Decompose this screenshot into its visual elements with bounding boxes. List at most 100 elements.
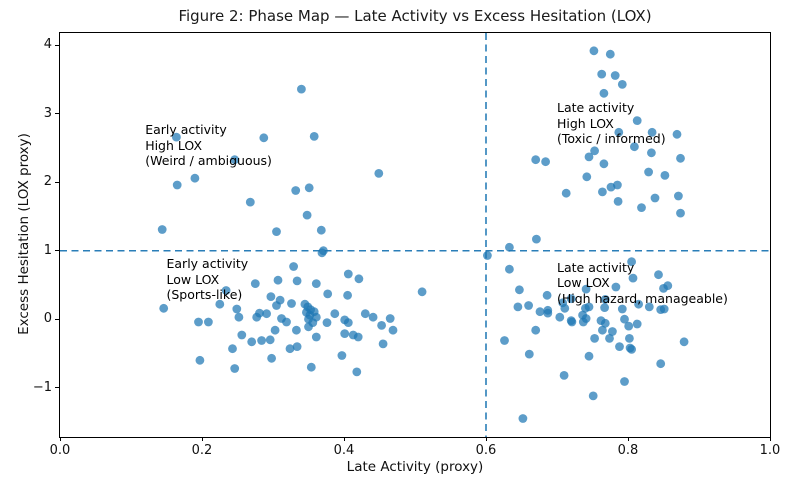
- scatter-point: [237, 330, 247, 340]
- y-tick-mark: [55, 250, 59, 252]
- scatter-point: [630, 142, 639, 152]
- scatter-point: [267, 353, 276, 363]
- scatter-point: [596, 316, 606, 325]
- plot-area: [59, 32, 771, 438]
- scatter-point: [195, 355, 205, 365]
- quadrant-annotation: Early activity High LOX (Weird / ambiguo…: [145, 122, 272, 169]
- scatter-point: [584, 152, 594, 162]
- scatter-point: [632, 116, 642, 125]
- scatter-point: [614, 127, 624, 137]
- quadrant-annotation: Early activity Low LOX (Sports-like): [166, 256, 249, 303]
- scatter-point: [172, 180, 182, 190]
- scatter-point: [272, 227, 281, 237]
- scatter-point: [582, 172, 592, 182]
- scatter-point: [597, 69, 607, 79]
- scatter-point: [354, 274, 364, 284]
- scatter-point: [531, 325, 541, 335]
- scatter-point: [654, 270, 663, 280]
- scatter-point: [228, 344, 237, 354]
- scatter-point: [627, 345, 636, 354]
- scatter-point: [584, 302, 594, 312]
- y-tick-mark: [55, 387, 59, 389]
- scatter-point: [343, 290, 352, 300]
- scatter-point: [620, 314, 629, 324]
- scatter-point: [247, 337, 257, 347]
- scatter-point: [605, 49, 615, 59]
- scatter-point: [250, 279, 260, 288]
- scatter-point: [679, 337, 689, 347]
- scatter-point: [535, 307, 545, 317]
- quadrant-annotation: Late activity High LOX (Toxic / informed…: [557, 100, 666, 147]
- scatter-point: [613, 180, 622, 190]
- scatter-point: [650, 193, 660, 203]
- scatter-point: [291, 186, 301, 195]
- scatter-point: [385, 314, 395, 323]
- scatter-point: [353, 332, 363, 342]
- scatter-point: [505, 264, 514, 274]
- scatter-point: [605, 334, 614, 343]
- x-tick-mark: [343, 437, 345, 441]
- scatter-point: [647, 148, 656, 158]
- x-tick-label: 1.0: [759, 443, 781, 458]
- scatter-point: [617, 80, 627, 89]
- scatter-point: [589, 46, 599, 56]
- scatter-point: [343, 318, 353, 327]
- scatter-point: [656, 359, 666, 369]
- scatter-point: [531, 155, 541, 165]
- scatter-point: [257, 336, 266, 345]
- scatter-point: [543, 308, 553, 318]
- scatter-point: [230, 155, 240, 165]
- y-axis-label: Excess Hesitation (LOX proxy): [16, 133, 32, 335]
- scatter-point: [266, 292, 276, 301]
- scatter-point: [368, 312, 378, 322]
- scatter-point: [360, 309, 370, 319]
- scatter-point: [306, 362, 316, 372]
- scatter-point: [292, 325, 301, 335]
- scatter-point: [524, 301, 533, 310]
- scatter-point: [340, 329, 350, 338]
- scatter-point: [316, 225, 326, 235]
- scatter-point: [617, 304, 627, 314]
- scatter-point: [265, 335, 275, 345]
- scatter-point: [676, 153, 685, 163]
- scatter-point: [513, 302, 523, 312]
- scatter-point: [323, 289, 333, 299]
- scatter-point: [317, 248, 327, 258]
- scatter-point: [289, 262, 298, 271]
- scatter-point: [483, 251, 492, 260]
- scatter-point: [500, 336, 509, 345]
- scatter-point: [566, 316, 576, 325]
- scatter-point: [221, 286, 231, 295]
- scatter-point: [611, 282, 621, 292]
- scatter-point: [656, 305, 666, 314]
- scatter-point: [647, 127, 657, 137]
- x-tick-mark: [59, 437, 61, 441]
- scatter-points-layer: [157, 46, 689, 423]
- scatter-point: [172, 132, 181, 142]
- scatter-point: [374, 169, 384, 178]
- scatter-point: [190, 173, 200, 183]
- scatter-point: [292, 342, 302, 351]
- scatter-point: [245, 197, 255, 207]
- scatter-point: [302, 210, 312, 220]
- scatter-point: [388, 325, 398, 335]
- y-tick-mark: [55, 181, 59, 183]
- y-tick-mark: [55, 44, 59, 46]
- y-tick-label: 4: [43, 37, 52, 53]
- scatter-point: [159, 303, 169, 313]
- scatter-point: [524, 349, 534, 359]
- scatter-point: [659, 284, 668, 293]
- scatter-point: [157, 225, 167, 234]
- scatter-point: [620, 377, 629, 386]
- scatter-point: [215, 299, 225, 309]
- scatter-point: [599, 88, 609, 98]
- scatter-point: [627, 257, 636, 267]
- scatter-point: [505, 242, 514, 252]
- scatter-point: [262, 309, 271, 319]
- chart-title: Figure 2: Phase Map — Late Activity vs E…: [178, 7, 652, 25]
- x-tick-label: 0.4: [333, 443, 355, 458]
- y-tick-label: 2: [43, 174, 52, 190]
- scatter-point: [194, 317, 203, 327]
- scatter-point: [676, 208, 685, 218]
- scatter-point: [634, 299, 643, 309]
